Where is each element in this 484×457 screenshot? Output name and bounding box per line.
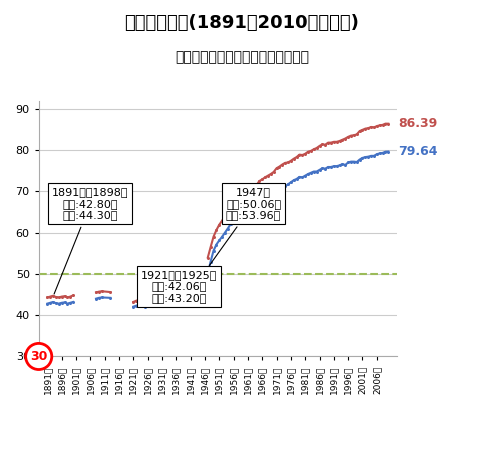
Text: 平均寿命推移(1891～2010年、日本): 平均寿命推移(1891～2010年、日本) — [124, 14, 360, 32]
Text: 86.39: 86.39 — [398, 117, 438, 130]
Text: （戦前は完全生命表のみ、不連続）: （戦前は完全生命表のみ、不連続） — [175, 50, 309, 64]
Text: 1947年
男性:50.06歳
女性:53.96歳: 1947年 男性:50.06歳 女性:53.96歳 — [210, 187, 281, 266]
Text: 30: 30 — [30, 350, 47, 363]
Text: 79.64: 79.64 — [398, 145, 438, 158]
Text: 1891年～1898年
男性:42.80歳
女性:44.30歳: 1891年～1898年 男性:42.80歳 女性:44.30歳 — [52, 187, 129, 294]
Text: 1921年～1925年
男性:42.06歳
女性:43.20歳: 1921年～1925年 男性:42.06歳 女性:43.20歳 — [141, 270, 217, 304]
